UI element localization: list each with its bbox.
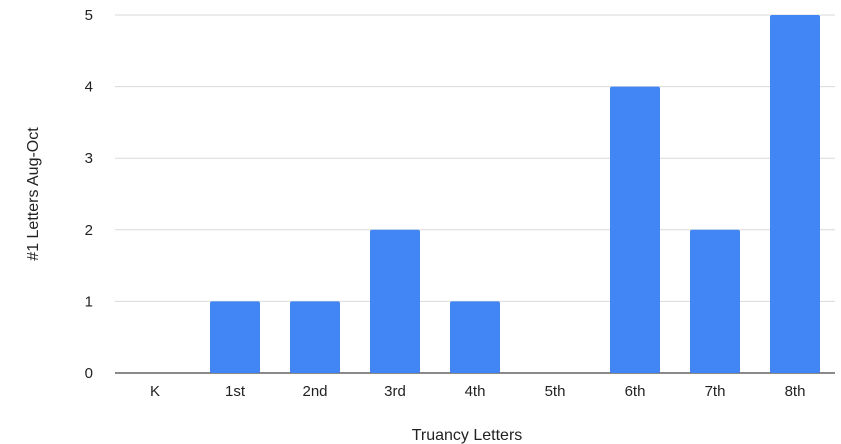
x-tick-label: 4th [465,383,486,400]
bar-2nd [290,301,340,373]
bar-6th [610,86,660,373]
x-tick-label: 7th [705,383,726,400]
x-tick-label: K [150,383,160,400]
y-tick-label: 5 [85,7,93,24]
bar-1st [210,301,260,373]
y-axis-label: #1 Letters Aug-Oct [25,127,42,261]
x-tick-label: 6th [625,383,646,400]
y-tick-label: 0 [85,365,93,382]
x-tick-label: 8th [785,383,806,400]
y-tick-labels: 0 1 2 3 4 5 [85,7,93,382]
x-tick-labels: K 1st 2nd 3rd 4th 5th 6th 7th 8th [150,383,805,400]
bar-3rd [370,229,420,373]
bar-7th [690,229,740,373]
bar-8th [770,15,820,373]
x-tick-label: 3rd [384,383,406,400]
y-tick-label: 1 [85,293,93,310]
y-tick-label: 4 [85,79,93,96]
x-tick-label: 2nd [302,383,327,400]
x-axis-label: Truancy Letters [412,427,523,444]
y-tick-label: 2 [85,222,93,239]
bar-4th [450,301,500,373]
x-tick-label: 5th [545,383,566,400]
bars [210,15,820,373]
x-tick-label: 1st [225,383,246,400]
y-tick-label: 3 [85,150,93,167]
